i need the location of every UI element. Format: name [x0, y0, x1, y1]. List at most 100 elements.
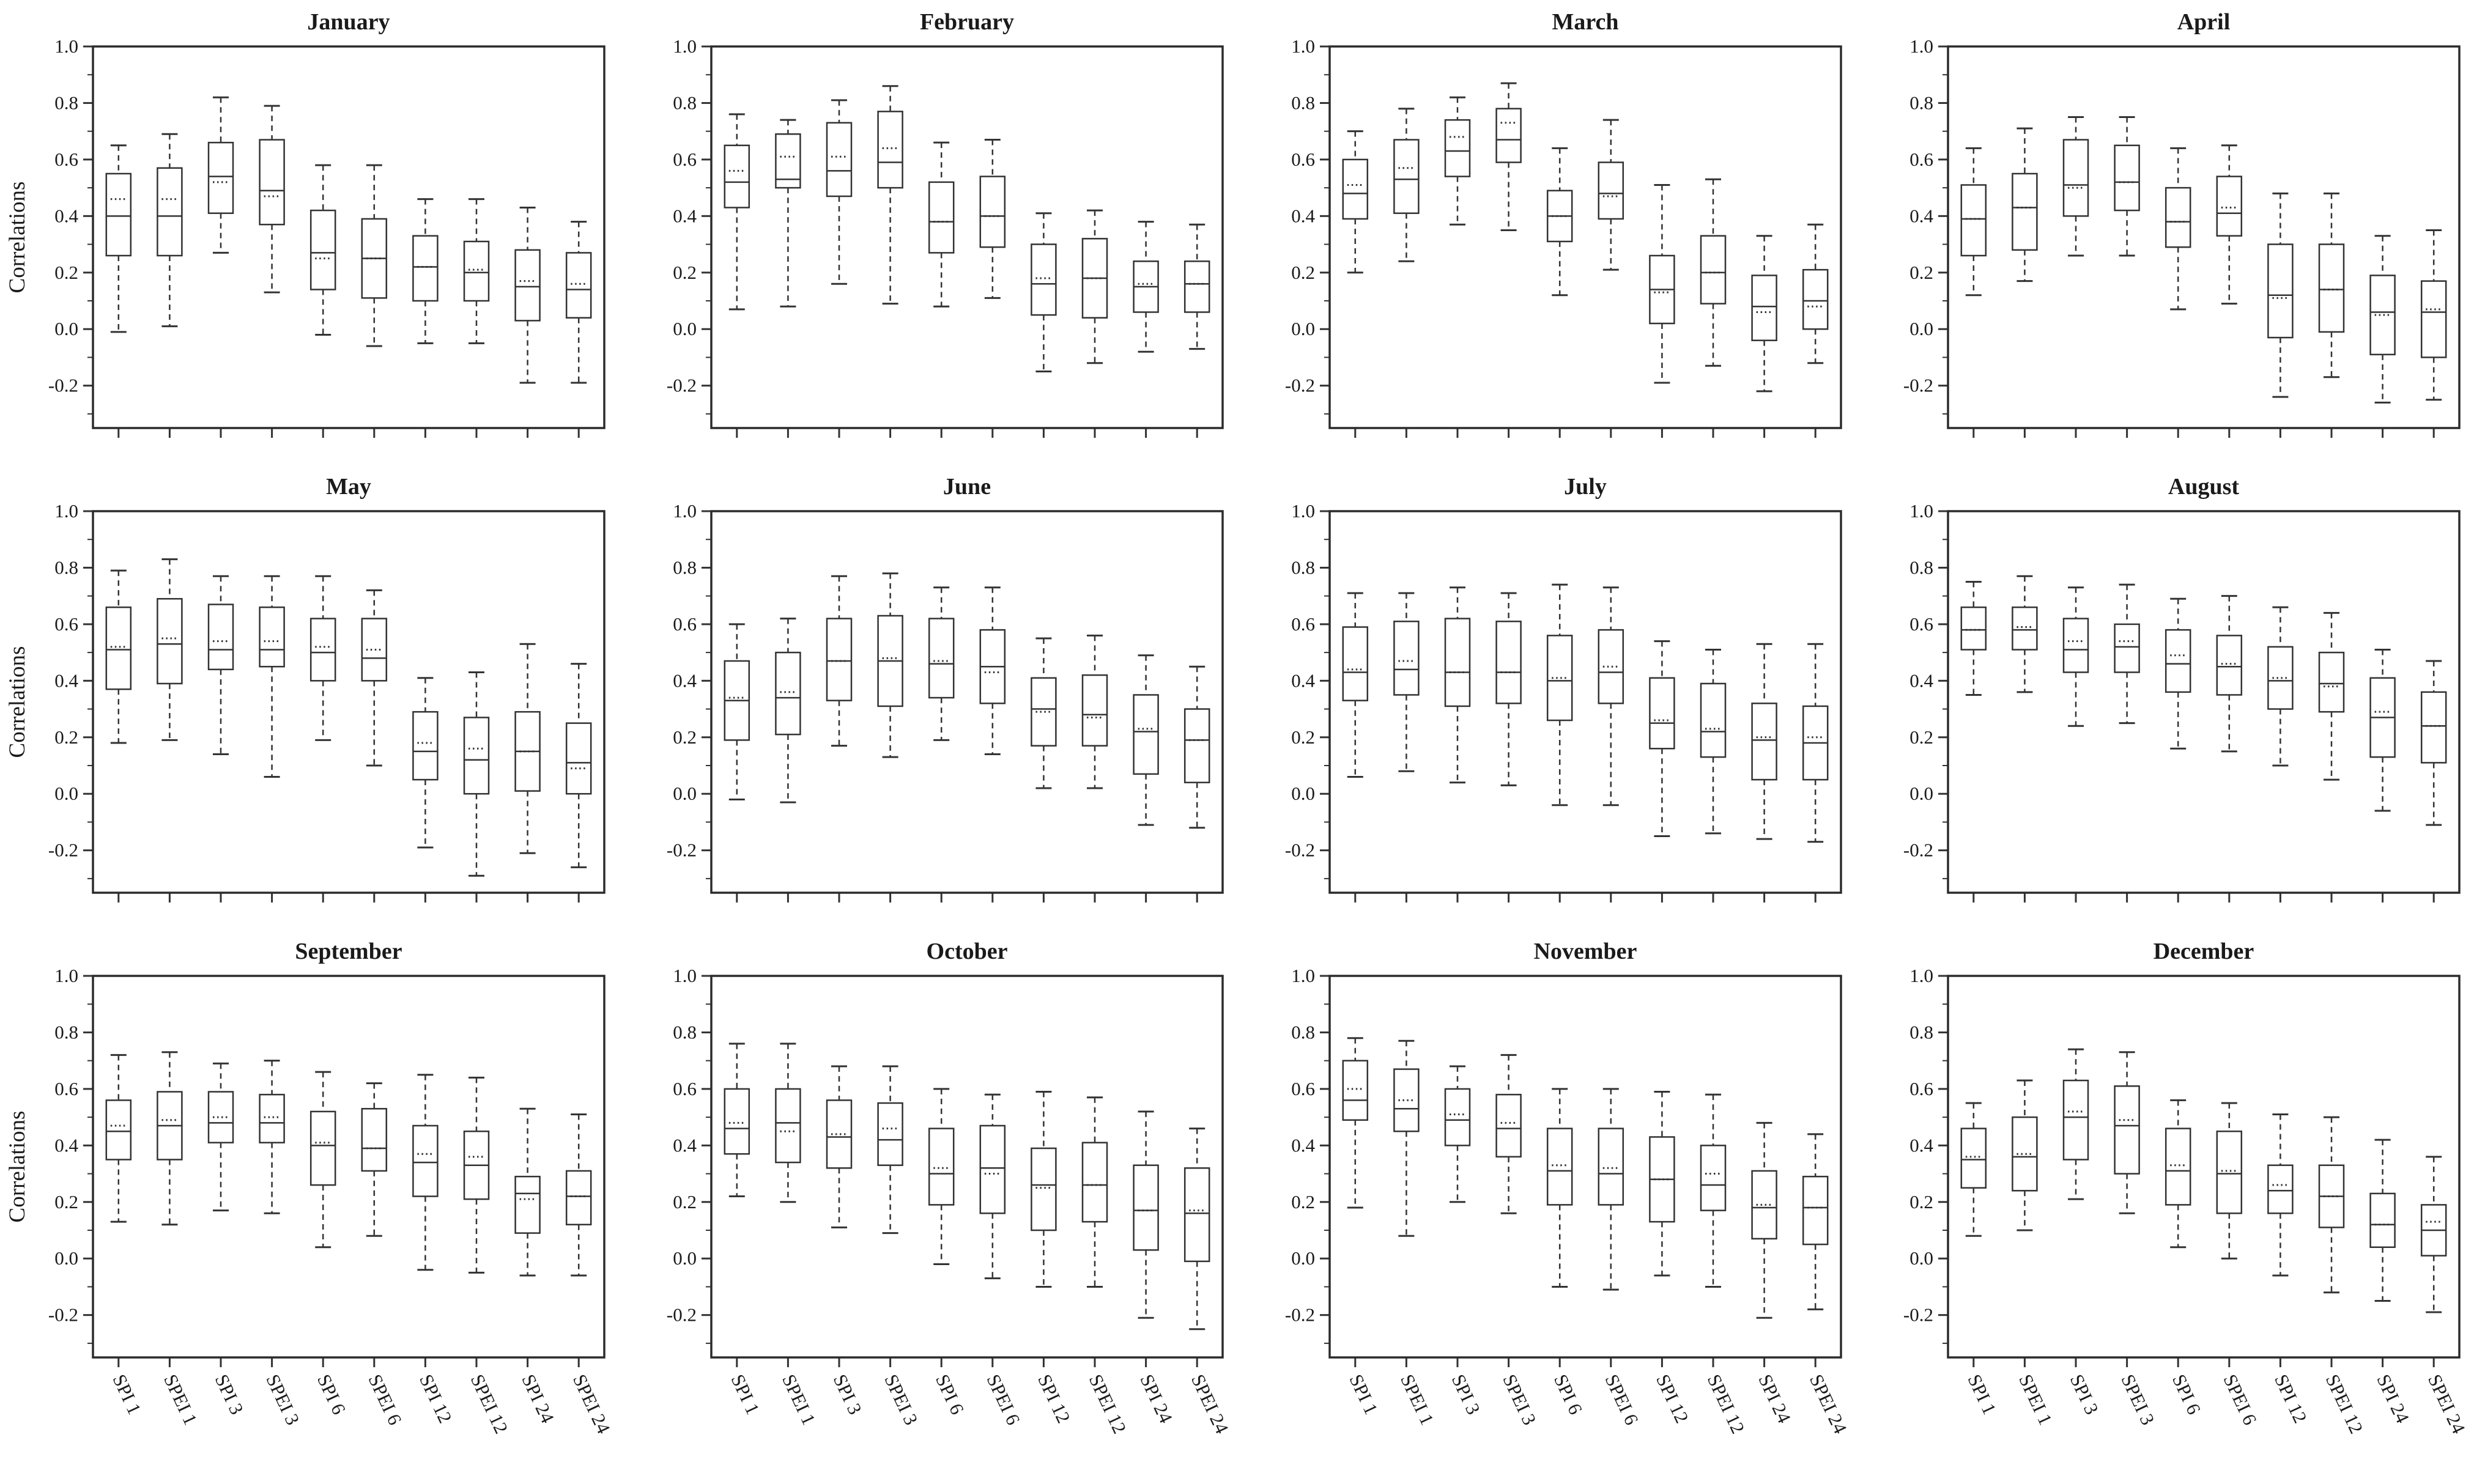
y-tick-label: 0.0	[1291, 783, 1315, 804]
panel-february: February 1.0 0.8 0.6 0.4 0.2 0.0 -0.2	[618, 0, 1237, 465]
box-iqr	[2369, 1192, 2396, 1248]
y-tick-label: 0.6	[54, 613, 78, 635]
box-iqr	[2114, 1085, 2140, 1175]
y-tick-label: 0.0	[54, 783, 78, 804]
box-iqr	[2165, 186, 2191, 248]
y-tick-label: 0.4	[54, 1134, 78, 1156]
y-tick-label: 1.0	[1291, 35, 1315, 57]
boxplot-spi-24	[1133, 221, 1159, 353]
box-iqr	[1183, 1167, 1210, 1263]
y-tick-label: 0.2	[54, 726, 78, 748]
boxplot-spei-3	[259, 105, 285, 293]
box-iqr	[2216, 1130, 2243, 1214]
y-tick-label: 0.0	[673, 1247, 697, 1269]
y-tick-label: 0.8	[1291, 92, 1315, 113]
y-tick-label: 0.6	[673, 149, 697, 170]
box-iqr	[1495, 108, 1522, 163]
box-iqr	[2165, 1128, 2191, 1206]
box-iqr	[1546, 1128, 1573, 1206]
box-iqr	[2012, 606, 2038, 651]
box-iqr	[1700, 1145, 1727, 1211]
boxplot-spi-3	[1444, 1065, 1471, 1203]
boxplot-spi-12	[2267, 192, 2294, 398]
boxplot-spei-6	[1598, 1088, 1624, 1291]
boxplot-spi-24	[514, 643, 541, 854]
box-iqr	[514, 1175, 541, 1234]
box-iqr	[157, 167, 183, 257]
box-iqr	[826, 122, 853, 197]
boxplot-spi-3	[826, 575, 853, 747]
y-tick-label: 0.0	[1291, 1247, 1315, 1269]
x-tick-label: SPEI 24	[2424, 1371, 2470, 1437]
box-iqr	[1342, 158, 1369, 220]
boxplot-spi-12	[412, 677, 439, 849]
panel-title: December	[2154, 939, 2254, 964]
box-iqr	[1598, 1128, 1624, 1206]
boxplot-spi-6	[1546, 147, 1573, 297]
box-iqr	[2062, 139, 2089, 217]
box-iqr	[1133, 1164, 1159, 1251]
box-iqr	[775, 1088, 801, 1164]
y-tick-label: 0.4	[54, 670, 78, 691]
boxplot-spei-12	[1700, 178, 1727, 367]
box-iqr	[105, 172, 132, 257]
x-tick-label: SPEI 24	[569, 1371, 615, 1437]
boxplot-spei-12	[2318, 1116, 2345, 1294]
plot-frame	[92, 510, 606, 894]
box-iqr	[928, 1128, 955, 1206]
y-tick-label: 1.0	[1909, 500, 1933, 522]
y-tick-label: 0.0	[673, 318, 697, 339]
boxplot-spi-1	[105, 1054, 132, 1223]
y-tick-label: 0.4	[1909, 670, 1933, 691]
boxplot-spi-6	[1546, 1088, 1573, 1288]
boxplot-spei-12	[1081, 1096, 1108, 1288]
x-tick-label: SPI 1	[108, 1371, 145, 1417]
y-tick-label: -0.2	[667, 375, 697, 396]
panel-svg-september: September 1.0 0.8 0.6 0.4 0.2 0.0 -0.2 SPI 1 SPEI…	[5, 939, 615, 1437]
panel-svg-july: July 1.0 0.8 0.6 0.4 0.2 0.0 -0.2	[1285, 474, 1842, 903]
panel-july: July 1.0 0.8 0.6 0.4 0.2 0.0 -0.2	[1237, 465, 1855, 929]
boxplot-spei-6	[979, 1093, 1006, 1280]
boxplot-spi-12	[2267, 1113, 2294, 1277]
boxplot-spei-6	[2216, 1102, 2243, 1260]
box-iqr	[1393, 1068, 1420, 1132]
plot-frame	[1328, 45, 1842, 429]
boxplot-spei-24	[1183, 1128, 1210, 1331]
plot-frame	[1328, 510, 1842, 894]
x-tick-label: SPEI 1	[160, 1371, 201, 1428]
boxplot-spei-6	[361, 1082, 388, 1237]
boxplot-spi-24	[1133, 654, 1159, 826]
boxplot-spi-1	[1960, 581, 1987, 696]
box-iqr	[1598, 629, 1624, 704]
y-axis-label: Correlations	[5, 182, 30, 293]
y-tick-label: -0.2	[1903, 375, 1933, 396]
y-tick-label: -0.2	[667, 840, 697, 861]
boxplot-spi-6	[2165, 597, 2191, 750]
boxplot-spei-6	[2216, 595, 2243, 753]
y-tick-label: 0.6	[54, 1078, 78, 1099]
x-tick-label: SPI 1	[727, 1371, 763, 1417]
box-iqr	[1081, 674, 1108, 747]
y-tick-label: 0.2	[1909, 1191, 1933, 1213]
y-tick-label: 0.0	[1909, 318, 1933, 339]
boxplot-spei-12	[2318, 192, 2345, 378]
boxplot-spi-1	[1960, 147, 1987, 297]
box-iqr	[1393, 139, 1420, 214]
box-iqr	[259, 1093, 285, 1143]
box-iqr	[1031, 677, 1057, 747]
boxplot-spi-24	[1133, 1110, 1159, 1319]
box-iqr	[2216, 175, 2243, 237]
box-iqr	[1802, 268, 1829, 330]
panel-november: November 1.0 0.8 0.6 0.4 0.2 0.0 -0.2 SPI 1 SPEI …	[1237, 929, 1855, 1484]
x-tick-label: SPEI 12	[467, 1371, 513, 1437]
box-iqr	[1751, 703, 1777, 781]
boxplot-spi-24	[1751, 235, 1777, 393]
y-tick-label: -0.2	[1903, 840, 1933, 861]
y-tick-label: -0.2	[1285, 375, 1315, 396]
y-tick-label: 0.4	[1291, 205, 1315, 226]
box-iqr	[724, 1088, 750, 1155]
boxplot-spei-3	[877, 1065, 903, 1235]
box-iqr	[1598, 161, 1624, 220]
y-tick-label: 0.6	[1291, 1078, 1315, 1099]
